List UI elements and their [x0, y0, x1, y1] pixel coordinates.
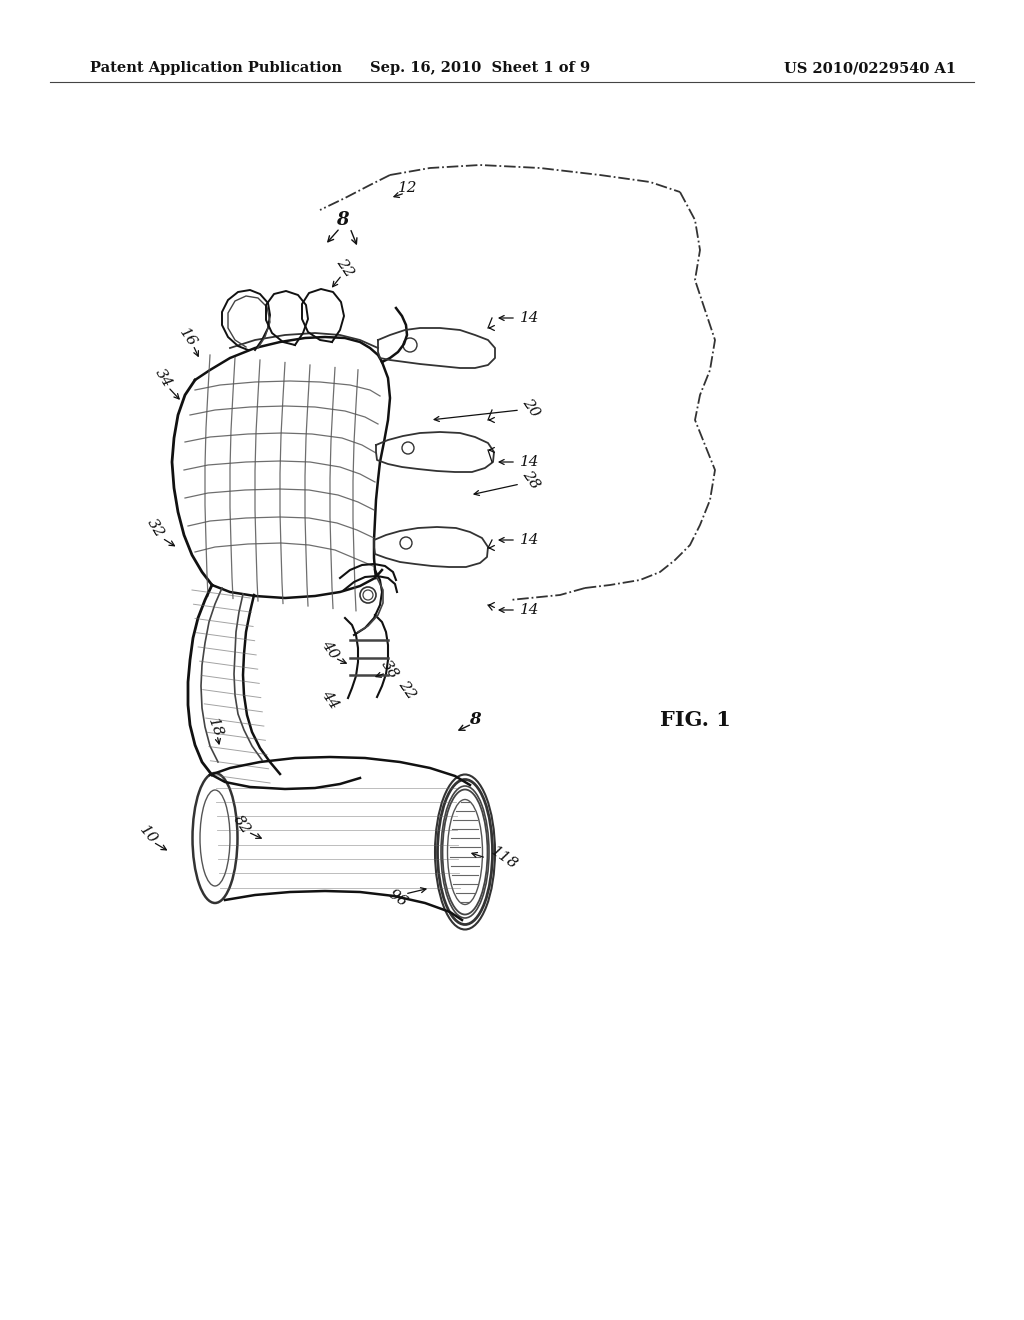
Text: 40: 40 [318, 638, 341, 663]
Text: FIG. 1: FIG. 1 [660, 710, 731, 730]
Text: Patent Application Publication: Patent Application Publication [90, 61, 342, 75]
Text: 14: 14 [520, 455, 540, 469]
Text: 44: 44 [318, 688, 341, 711]
Text: 14: 14 [520, 533, 540, 546]
Text: 96: 96 [386, 887, 410, 909]
Text: 118: 118 [488, 843, 520, 873]
Text: 18: 18 [205, 717, 225, 739]
Text: 16: 16 [177, 326, 200, 350]
Text: 22: 22 [334, 256, 356, 280]
Text: 34: 34 [152, 366, 174, 389]
Text: 82: 82 [230, 813, 253, 837]
Text: 38: 38 [379, 657, 401, 682]
Text: US 2010/0229540 A1: US 2010/0229540 A1 [784, 61, 956, 75]
Text: 10: 10 [136, 824, 160, 847]
Text: 8: 8 [469, 711, 481, 729]
Text: 14: 14 [520, 603, 540, 616]
Text: Sep. 16, 2010  Sheet 1 of 9: Sep. 16, 2010 Sheet 1 of 9 [370, 61, 590, 75]
Text: 8: 8 [336, 211, 348, 228]
Text: 32: 32 [144, 516, 166, 540]
Text: 14: 14 [520, 312, 540, 325]
Text: 20: 20 [520, 396, 543, 420]
Text: 28: 28 [520, 469, 543, 492]
Text: 12: 12 [398, 181, 418, 195]
Text: 22: 22 [395, 678, 419, 702]
